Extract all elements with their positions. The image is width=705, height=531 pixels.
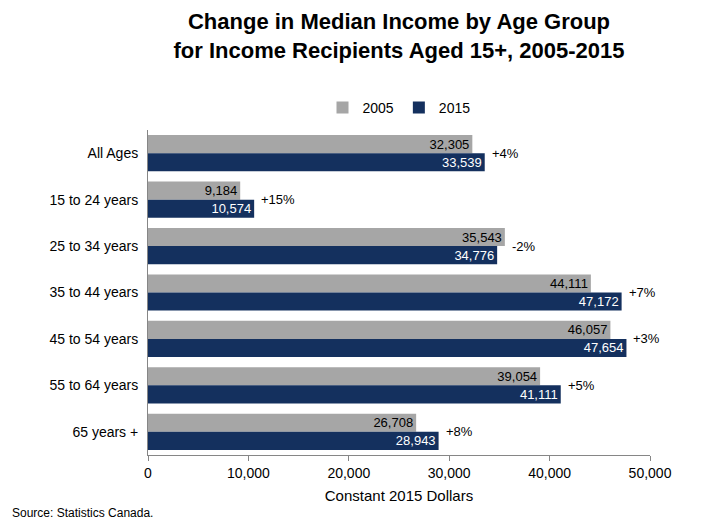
svg-text:35 to 44 years: 35 to 44 years	[49, 284, 138, 300]
svg-text:10,000: 10,000	[227, 465, 270, 481]
svg-text:Source: Statistics Canada.: Source: Statistics Canada.	[12, 506, 153, 520]
svg-text:9,184: 9,184	[205, 183, 238, 198]
svg-text:35,543: 35,543	[462, 230, 502, 245]
svg-text:45 to 54 years: 45 to 54 years	[49, 331, 138, 347]
svg-text:28,943: 28,943	[396, 433, 436, 448]
svg-text:44,111: 44,111	[550, 276, 588, 291]
svg-text:46,057: 46,057	[568, 322, 608, 337]
svg-text:+8%: +8%	[446, 424, 473, 439]
svg-text:40,000: 40,000	[528, 465, 571, 481]
svg-text:30,000: 30,000	[428, 465, 471, 481]
svg-text:65 years +: 65 years +	[72, 424, 138, 440]
svg-text:All Ages: All Ages	[88, 145, 139, 161]
svg-text:10,574: 10,574	[211, 201, 251, 216]
svg-text:Constant 2015 Dollars: Constant 2015 Dollars	[325, 487, 473, 504]
svg-text:55 to 64 years: 55 to 64 years	[49, 377, 138, 393]
svg-text:47,654: 47,654	[584, 340, 624, 355]
svg-text:+5%: +5%	[568, 378, 595, 393]
svg-text:25 to 34 years: 25 to 34 years	[49, 238, 138, 254]
svg-text:39,054: 39,054	[497, 369, 537, 384]
svg-text:-2%: -2%	[512, 239, 536, 254]
svg-text:+4%: +4%	[492, 146, 519, 161]
svg-text:41,111: 41,111	[520, 387, 558, 402]
svg-text:33,539: 33,539	[442, 155, 482, 170]
svg-text:+3%: +3%	[633, 331, 660, 346]
svg-text:+7%: +7%	[629, 285, 656, 300]
svg-text:34,776: 34,776	[454, 248, 494, 263]
svg-text:15 to 24 years: 15 to 24 years	[49, 192, 138, 208]
svg-text:0: 0	[144, 465, 152, 481]
svg-text:Change in Median Income by Age: Change in Median Income by Age Groupfor …	[174, 9, 625, 63]
svg-text:26,708: 26,708	[373, 415, 413, 430]
svg-text:20,000: 20,000	[327, 465, 370, 481]
svg-text:32,305: 32,305	[430, 137, 470, 152]
svg-text:+15%: +15%	[261, 192, 295, 207]
svg-text:2015: 2015	[439, 100, 470, 116]
svg-text:50,000: 50,000	[629, 465, 672, 481]
svg-text:47,172: 47,172	[579, 294, 619, 309]
svg-text:2005: 2005	[363, 100, 394, 116]
